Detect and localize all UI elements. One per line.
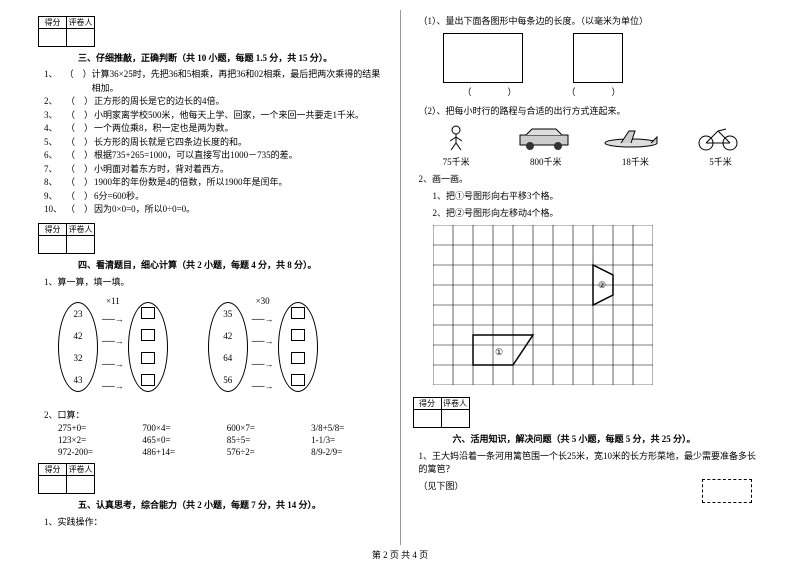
j10: 因为0×0=0，所以0÷0=0。 (94, 203, 195, 217)
section-4-title: 四、看清题目，细心计算（共 2 小题，每题 4 分，共 8 分）。 (78, 258, 388, 271)
km-row: 75千米800千米18千米5千米 (413, 155, 763, 168)
j6: 根据735+265=1000，可以直接写出1000－735的差。 (94, 149, 298, 163)
paren: （ ） (65, 68, 92, 95)
r3b: 把②号图形向左移动4个格。 (446, 208, 559, 218)
svg-text:①: ① (495, 347, 503, 357)
n5: 5、 (44, 136, 66, 150)
oval-diagram-2: 35426456 ×30──→──→──→──→ (208, 296, 318, 398)
mult2: ×30 (252, 296, 274, 306)
s6q1b: （见下图） (419, 479, 464, 503)
car-icon (514, 125, 574, 151)
dashed-rect (702, 479, 752, 503)
mult1: ×11 (102, 296, 124, 306)
s4q2: 口算： (58, 410, 85, 420)
n3: 3、 (44, 109, 66, 123)
score-hdr: 得分 (39, 17, 67, 29)
n7: 7、 (44, 163, 66, 177)
calc-grid: 275+0=700×4=600×7=3/8+5/8= 123×2=465×0=8… (58, 423, 388, 457)
plane-icon (601, 129, 661, 151)
s4q1: 算一算，填一填。 (58, 277, 130, 287)
r3: 画一画。 (432, 174, 468, 184)
square-shape (573, 33, 623, 83)
j2: 正方形的周长是它的边长的4倍。 (94, 95, 225, 109)
p1: （ ） (463, 85, 517, 98)
score-box-3: 得分评卷人 (38, 16, 388, 47)
transport-row (413, 123, 763, 151)
bicycle-icon (688, 123, 748, 151)
n4: 4、 (44, 122, 66, 136)
score-box-4: 得分评卷人 (38, 223, 388, 254)
section-3-title: 三、仔细推敲，正确判断（共 10 小题，每题 1.5 分，共 15 分）。 (78, 51, 388, 64)
j7: 小明面对着东方时，背对着西方。 (94, 163, 229, 177)
j1: 计算36×25时，先把36和5相乘，再把36和02相乘，最后把两次乘得的结果相加… (92, 68, 388, 95)
n1: 1、 (44, 68, 65, 95)
n8: 8、 (44, 176, 66, 190)
grader-hdr: 评卷人 (67, 17, 95, 29)
shapes (443, 33, 763, 83)
page-footer: 第 2 页 共 4 页 (0, 548, 800, 561)
j4: 一个两位乘8，积一定也是两为数。 (94, 122, 234, 136)
grid-diagram: grid ① ② (433, 225, 653, 385)
judge-list: 1、（ ）计算36×25时，先把36和5相乘，再把36和02相乘，最后把两次乘得… (44, 68, 388, 217)
svg-text:②: ② (598, 280, 606, 290)
section-6-title: 六、活用知识，解决问题（共 5 小题，每题 5 分，共 25 分）。 (453, 432, 763, 445)
r2: （2）、把每小时行的路程与合适的出行方式连起来。 (419, 104, 763, 117)
rect-shape (443, 33, 523, 83)
n10: 10、 (44, 203, 66, 217)
score-box-6: 得分评卷人 (413, 397, 763, 428)
q1n: 1、 (44, 277, 58, 287)
r3a: 把①号图形向右平移3个格。 (446, 191, 559, 201)
j8: 1900年的年份数是4的倍数，所以1900年是闰年。 (94, 176, 288, 190)
p2: （ ） (567, 85, 621, 98)
r1: （1）、量出下面各图形中每条边的长度。（以毫米为单位） (419, 14, 763, 27)
n9: 9、 (44, 190, 66, 204)
j9: 6分=600秒。 (94, 190, 144, 204)
person-icon (426, 123, 486, 151)
s5q1: 实践操作： (58, 517, 103, 527)
n2: 2、 (44, 95, 66, 109)
s6q1: 王大妈沿着一条河用篱笆围一个长25米，宽10米的长方形菜地，最少需要准备多长的篱… (419, 451, 757, 474)
score-box-5: 得分评卷人 (38, 463, 388, 494)
n6: 6、 (44, 149, 66, 163)
oval-diagram-1: 23423243 ×11──→──→──→──→ (58, 296, 168, 398)
section-5-title: 五、认真思考，综合能力（共 2 小题，每题 7 分，共 14 分）。 (78, 498, 388, 511)
j3: 小明家离学校500米，他每天上学、回家，一个来回一共要走1千米。 (94, 109, 364, 123)
q2n: 2、 (44, 410, 58, 420)
j5: 长方形的周长就是它四条边长度的和。 (94, 136, 247, 150)
